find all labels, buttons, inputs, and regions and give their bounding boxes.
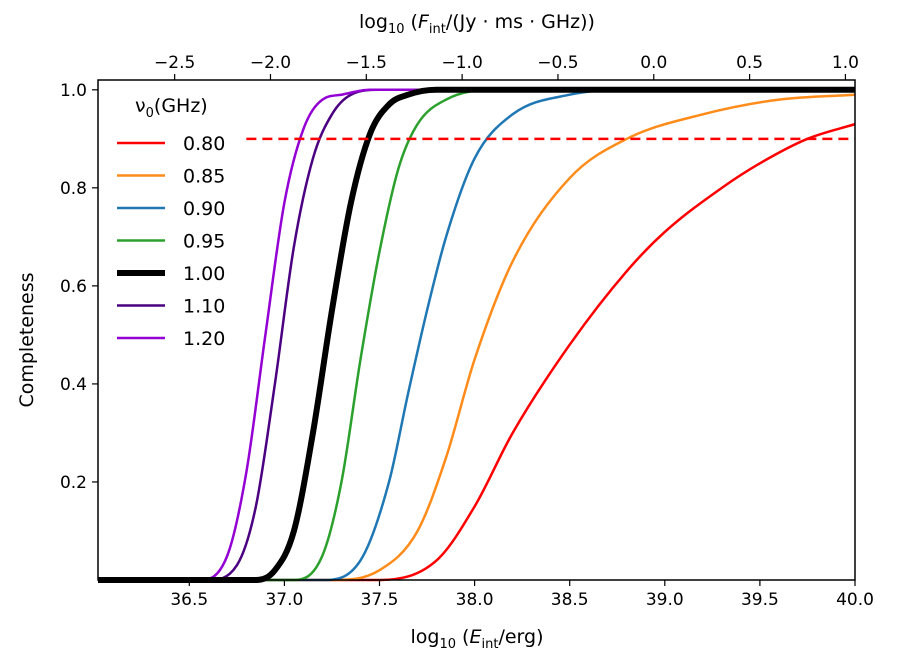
top-x-tick-label: −0.5	[537, 53, 578, 73]
x-label-sub: 10	[439, 637, 456, 652]
series-line-1-00	[98, 86, 855, 584]
x-tick-label: 39.0	[646, 590, 684, 610]
top-x-tick-label: 0.0	[640, 53, 667, 73]
legend-label: 0.85	[183, 166, 225, 188]
x2-label-var: F	[418, 11, 430, 33]
top-x-tick-label: −2.0	[250, 53, 291, 73]
top-x-tick-label: 1.0	[832, 53, 859, 73]
legend-label: 1.10	[183, 296, 225, 318]
x-label-var: E	[469, 626, 481, 648]
legend-label: 1.00	[183, 263, 225, 285]
legend-label: 0.90	[183, 198, 225, 220]
x-tick-label: 37.0	[265, 590, 303, 610]
legend-title-var: ν	[135, 95, 146, 117]
legend-title-sub: 0	[146, 106, 154, 121]
y-axis-label: Completeness	[16, 272, 38, 407]
x2-label-varsub: int	[429, 22, 446, 37]
legend-label: 0.80	[183, 133, 225, 155]
x-tick-label: 36.5	[170, 590, 208, 610]
plot-frame	[97, 79, 856, 581]
legend: ν0(GHz) 0.80 0.85 0.90 0.95 1.00 1.10 1.20	[117, 95, 225, 350]
y-tick-label: 0.8	[60, 179, 87, 199]
x-tick-label: 37.5	[361, 590, 399, 610]
legend-title: ν0(GHz)	[135, 95, 208, 121]
x-label-prefix: log	[411, 626, 440, 648]
top-x-tick-label: −1.5	[346, 53, 387, 73]
top-x-tick-label: −2.5	[154, 53, 195, 73]
x-tick-label: 39.5	[741, 590, 779, 610]
x-tick-label: 38.0	[456, 590, 494, 610]
top-x-tick-label: −1.0	[441, 53, 482, 73]
x-tick-label: 40.0	[836, 590, 874, 610]
legend-title-rest: (GHz)	[154, 95, 208, 117]
x-axis-label: log10 (Eint/erg)	[411, 626, 544, 652]
x2-label-open: (	[405, 11, 418, 33]
top-x-axis-label: log10 (Fint/(Jy · ms · GHz))	[359, 11, 595, 37]
x-label-rest: /erg)	[498, 626, 543, 648]
top-x-tick-label: 0.5	[736, 53, 763, 73]
x2-label-rest: /(Jy · ms · GHz))	[446, 11, 595, 33]
legend-label: 0.95	[183, 231, 225, 253]
y-tick-label: 0.2	[60, 473, 87, 493]
x2-label-prefix: log	[359, 11, 388, 33]
x-label-open: (	[456, 626, 469, 648]
axis-ticks: 36.5 37.0 37.5 38.0 38.5 39.0 39.5 40.0 −2.5 −2.0…	[60, 53, 874, 610]
y-tick-label: 0.4	[60, 375, 87, 395]
x2-label-sub: 10	[388, 22, 405, 37]
x-label-varsub: int	[481, 637, 498, 652]
legend-label: 1.20	[183, 328, 225, 350]
y-tick-label: 0.6	[60, 277, 87, 297]
y-tick-label: 1.0	[60, 81, 87, 101]
x-tick-label: 38.5	[551, 590, 589, 610]
